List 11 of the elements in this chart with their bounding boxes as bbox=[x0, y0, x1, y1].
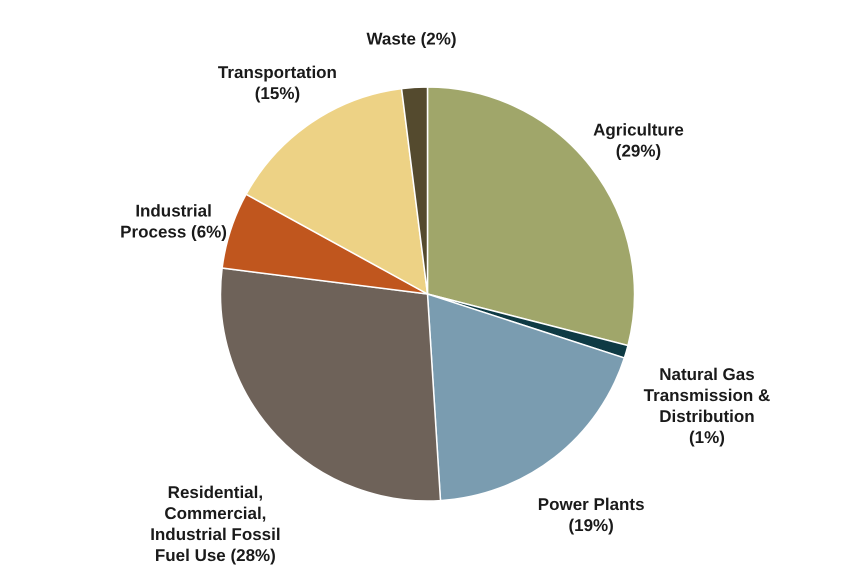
slice-label: Natural Gas Transmission & Distribution bbox=[644, 365, 770, 426]
data-label: (29%) bbox=[616, 141, 662, 160]
slice-label: Transportation bbox=[218, 63, 337, 82]
data-label: (1%) bbox=[688, 428, 725, 448]
slice-label: Power Plants bbox=[538, 494, 645, 514]
data-label: (19%) bbox=[568, 516, 614, 535]
data-label: (15%) bbox=[254, 84, 300, 104]
slice-label: Waste (2%) bbox=[366, 30, 457, 49]
slice-label: Industrial Process (6%) bbox=[120, 201, 227, 242]
slice-label: Residential, Commercial, Industrial Fossil Fuel Use (28%) bbox=[150, 483, 281, 566]
slice-label: Agriculture bbox=[593, 120, 684, 140]
